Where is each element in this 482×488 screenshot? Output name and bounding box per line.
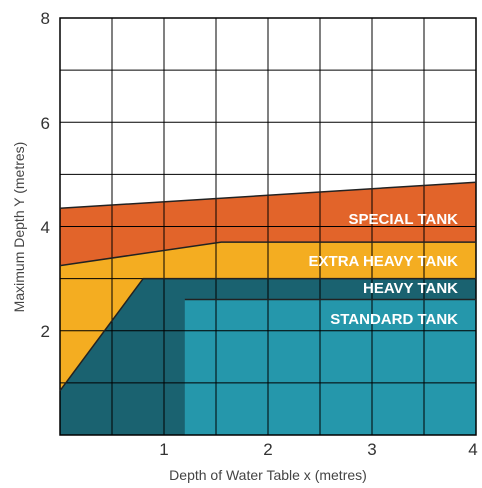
x-tick-2: 2 bbox=[263, 440, 272, 459]
y-tick-6: 6 bbox=[41, 114, 50, 133]
x-tick-4: 4 bbox=[468, 440, 477, 459]
x-axis-label: Depth of Water Table x (metres) bbox=[169, 467, 367, 483]
label-heavy-tank: HEAVY TANK bbox=[363, 280, 458, 297]
plot-frame bbox=[59, 17, 477, 436]
y-axis-label: Maximum Depth Y (metres) bbox=[11, 142, 27, 313]
label-extra-heavy-tank: EXTRA HEAVY TANK bbox=[309, 253, 459, 270]
y-tick-4: 4 bbox=[41, 218, 50, 237]
label-standard-tank: STANDARD TANK bbox=[330, 311, 458, 328]
label-special-tank: SPECIAL TANK bbox=[349, 211, 459, 228]
boundary-layer bbox=[59, 181, 477, 392]
region-standard bbox=[184, 299, 477, 435]
tick-labels: 1 2 3 4 2 4 6 8 bbox=[41, 9, 478, 459]
region-labels: SPECIAL TANK EXTRA HEAVY TANK HEAVY TANK… bbox=[309, 211, 459, 328]
x-tick-3: 3 bbox=[367, 440, 376, 459]
grid-layer bbox=[59, 17, 477, 436]
y-tick-2: 2 bbox=[41, 322, 50, 341]
boundary-heavy bbox=[59, 277, 476, 392]
y-tick-8: 8 bbox=[41, 9, 50, 28]
boundary-special bbox=[59, 181, 477, 210]
boundary-extra-heavy bbox=[59, 241, 476, 267]
x-tick-1: 1 bbox=[159, 440, 168, 459]
